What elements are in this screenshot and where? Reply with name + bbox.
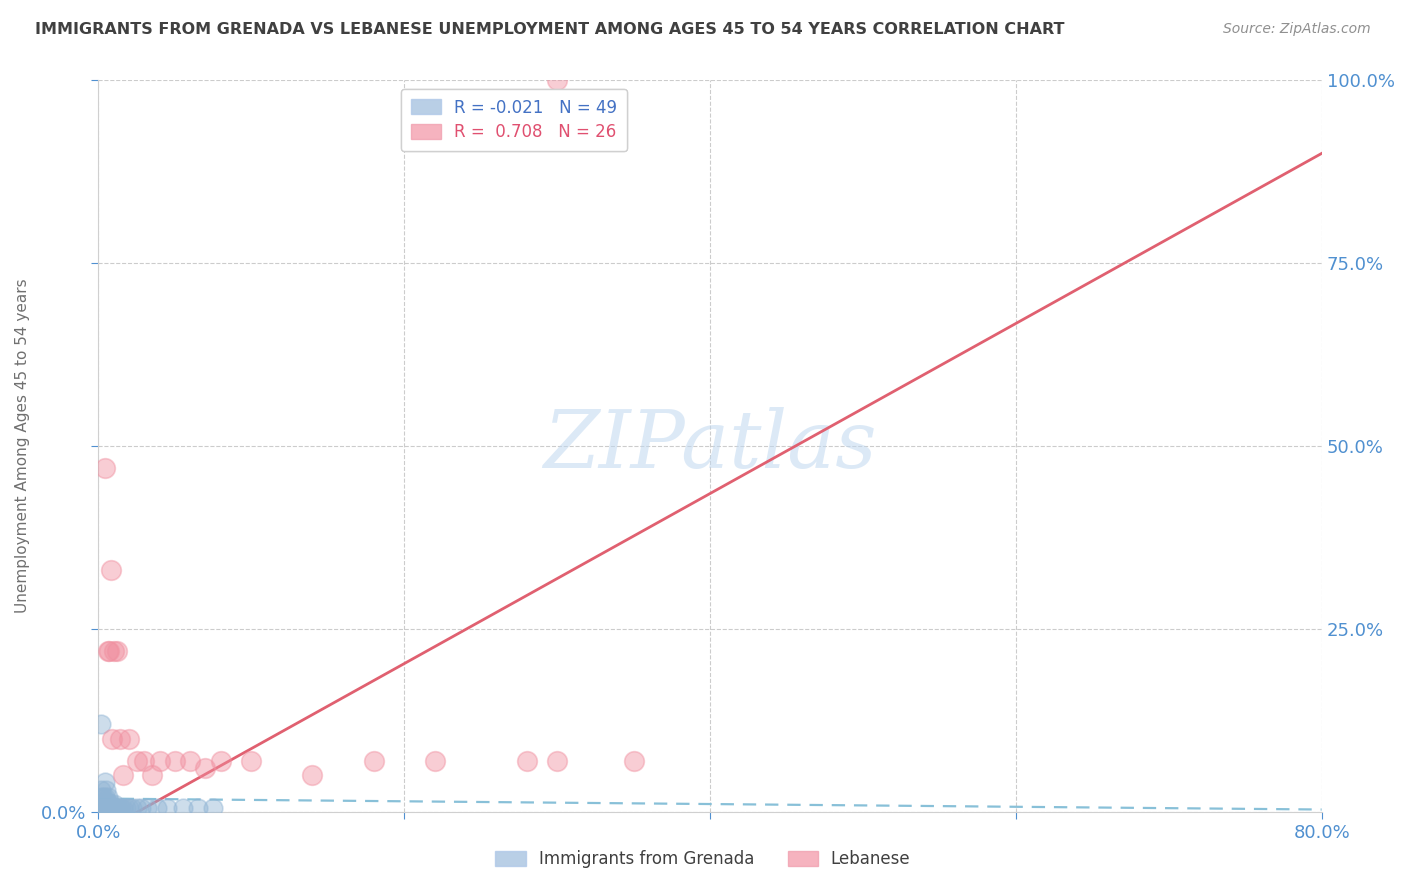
Point: [111, 801, 134, 815]
Point: [145, 801, 167, 815]
Point: [98, 644, 121, 658]
Point: [94, 797, 117, 812]
Point: [94, 801, 117, 815]
Point: [179, 754, 201, 768]
Point: [121, 801, 143, 815]
Text: IMMIGRANTS FROM GRENADA VS LEBANESE UNEMPLOYMENT AMONG AGES 45 TO 54 YEARS CORRE: IMMIGRANTS FROM GRENADA VS LEBANESE UNEM…: [35, 22, 1064, 37]
Point: [90, 801, 112, 815]
Point: [240, 754, 263, 768]
Point: [93, 805, 115, 819]
Point: [100, 801, 122, 815]
Point: [516, 754, 538, 768]
Legend: Immigrants from Grenada, Lebanese: Immigrants from Grenada, Lebanese: [489, 844, 917, 875]
Point: [423, 754, 446, 768]
Point: [103, 644, 125, 658]
Point: [105, 644, 128, 658]
Point: [172, 801, 194, 815]
Point: [187, 801, 209, 815]
Point: [97, 797, 120, 812]
Point: [90, 805, 112, 819]
Point: [91, 805, 114, 819]
Point: [98, 805, 121, 819]
Point: [115, 801, 138, 815]
Point: [91, 797, 114, 812]
Point: [90, 797, 112, 812]
Point: [110, 801, 132, 815]
Point: [101, 801, 124, 815]
Point: [546, 754, 568, 768]
Y-axis label: Unemployment Among Ages 45 to 54 years: Unemployment Among Ages 45 to 54 years: [15, 278, 30, 614]
Point: [104, 801, 127, 815]
Point: [107, 801, 129, 815]
Point: [93, 790, 115, 805]
Point: [94, 794, 117, 808]
Point: [111, 768, 134, 782]
Point: [156, 801, 179, 815]
Point: [194, 761, 217, 775]
Point: [90, 790, 112, 805]
Point: [91, 790, 114, 805]
Point: [209, 754, 232, 768]
Point: [90, 717, 112, 731]
Point: [108, 801, 131, 815]
Point: [93, 797, 115, 812]
Point: [108, 731, 131, 746]
Point: [163, 754, 186, 768]
Point: [93, 801, 115, 815]
Point: [91, 801, 114, 815]
Point: [125, 801, 148, 815]
Point: [136, 801, 159, 815]
Point: [100, 805, 122, 819]
Point: [97, 644, 120, 658]
Legend: R = -0.021   N = 49, R =  0.708   N = 26: R = -0.021 N = 49, R = 0.708 N = 26: [401, 88, 627, 152]
Point: [97, 790, 120, 805]
Point: [100, 563, 122, 577]
Point: [202, 801, 225, 815]
Point: [118, 731, 141, 746]
Text: ZIPatlas: ZIPatlas: [543, 408, 877, 484]
Point: [125, 754, 148, 768]
Text: Source: ZipAtlas.com: Source: ZipAtlas.com: [1223, 22, 1371, 37]
Point: [100, 797, 122, 812]
Point: [98, 797, 121, 812]
Point: [101, 805, 124, 819]
Point: [97, 805, 120, 819]
Point: [134, 754, 156, 768]
Point: [103, 801, 125, 815]
Point: [90, 782, 112, 797]
Point: [141, 768, 163, 782]
Point: [623, 754, 645, 768]
Point: [118, 801, 141, 815]
Point: [93, 461, 115, 475]
Point: [94, 782, 117, 797]
Point: [103, 797, 125, 812]
Point: [301, 768, 323, 782]
Point: [94, 805, 117, 819]
Point: [363, 754, 385, 768]
Point: [149, 754, 172, 768]
Point: [546, 73, 568, 87]
Point: [101, 731, 124, 746]
Point: [105, 801, 128, 815]
Point: [93, 775, 115, 789]
Point: [129, 801, 152, 815]
